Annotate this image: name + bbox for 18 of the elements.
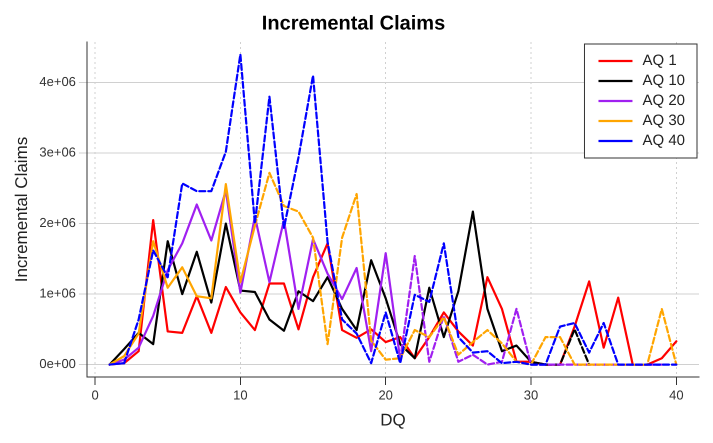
y-tick-label: 2e+06 <box>39 215 76 230</box>
y-tick-label: 4e+06 <box>39 74 76 90</box>
x-tick-label: 20 <box>378 387 393 402</box>
legend-label: AQ 30 <box>642 112 686 130</box>
y-tick-label: 3e+06 <box>39 144 76 160</box>
y-tick-label: 0e+00 <box>39 356 76 372</box>
x-axis-title: DQ <box>380 410 406 430</box>
x-tick-label: 30 <box>524 387 538 402</box>
x-tick-label: 0 <box>91 387 99 402</box>
chart-title: Incremental Claims <box>262 12 446 35</box>
legend-label: AQ 20 <box>642 92 686 110</box>
x-tick-label: 10 <box>233 387 248 402</box>
legend-label: AQ 40 <box>642 132 686 150</box>
y-tick-label: 1e+06 <box>39 286 76 301</box>
y-axis-title: Incremental Claims <box>12 136 31 282</box>
legend-label: AQ 10 <box>642 72 686 90</box>
legend-label: AQ 1 <box>642 52 677 70</box>
x-tick-label: 40 <box>669 387 684 402</box>
